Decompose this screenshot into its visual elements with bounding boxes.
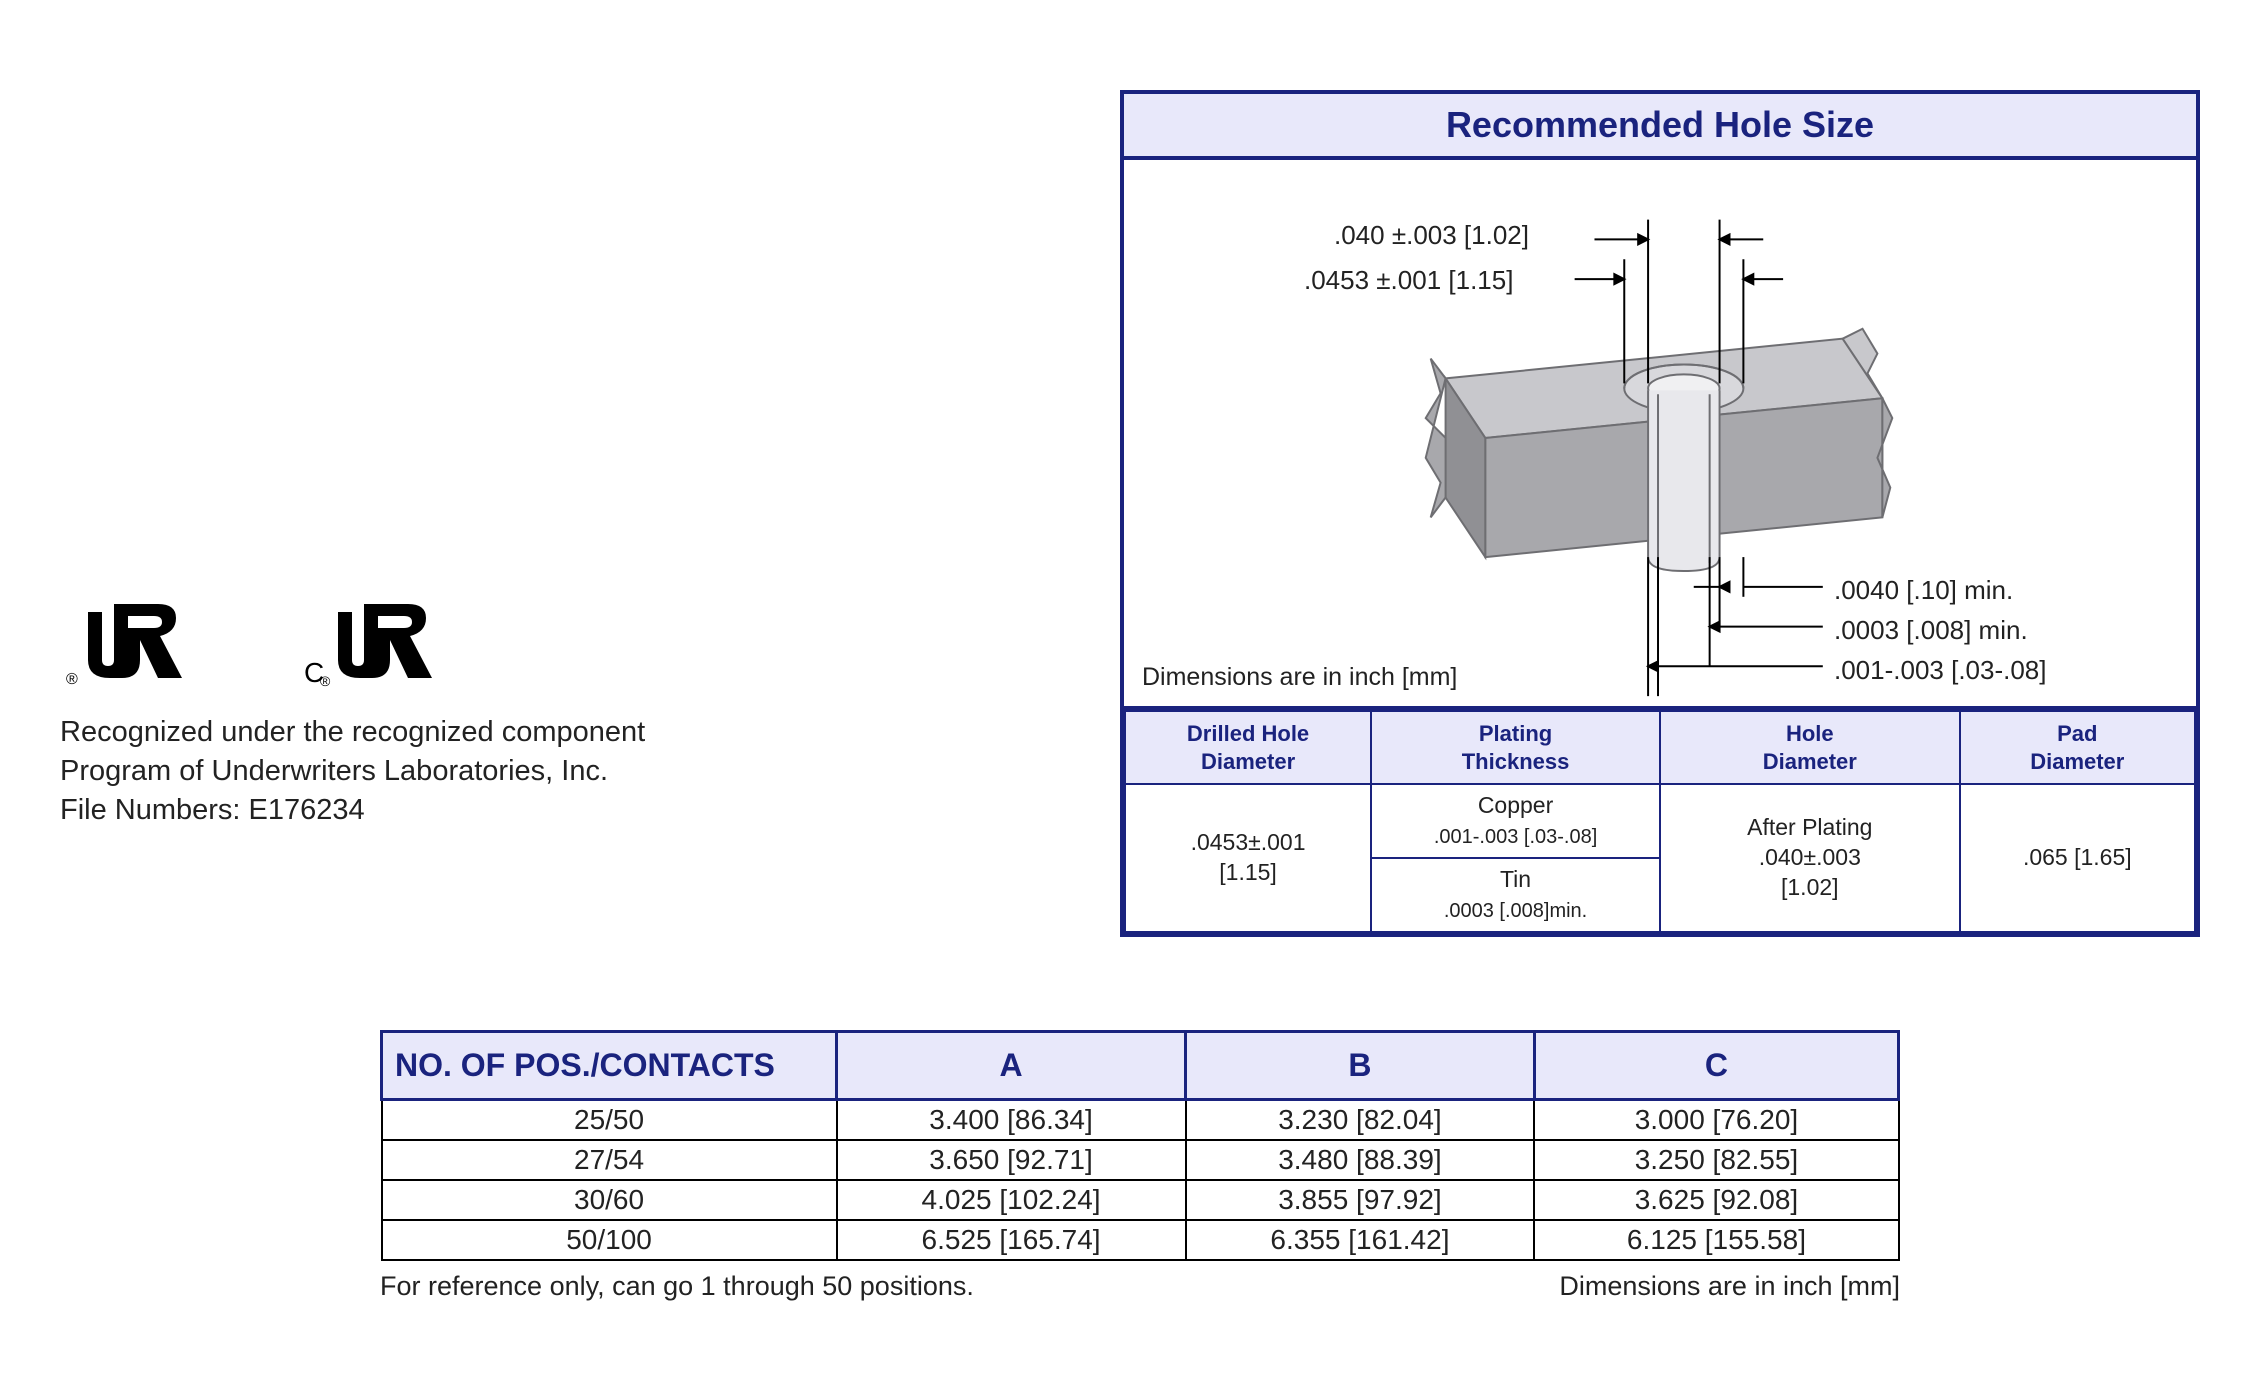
ul-line-1: Recognized under the recognized componen… <box>60 713 840 752</box>
callout-pad-thickness: .0040 [.10] min. <box>1834 575 2013 606</box>
callout-hole-after-plating: .040 ±.003 [1.02] <box>1334 220 1529 251</box>
registered-mark-sub: ® <box>320 673 330 689</box>
dimensions-footer: For reference only, can go 1 through 50 … <box>380 1261 1900 1302</box>
th-pad: Pad Diameter <box>1960 711 2195 784</box>
hole-size-panel: Recommended Hole Size <box>1120 90 2200 937</box>
ul-logo-canada: C ® <box>330 600 440 685</box>
cell-drilled: .0453±.001 [1.15] <box>1125 784 1371 932</box>
callout-copper-thickness: .001-.003 [.03-.08] <box>1834 655 2046 686</box>
dimensions-table-wrap: NO. OF POS./CONTACTS A B C 25/50 3.400 [… <box>380 1030 1900 1302</box>
cell-pad: .065 [1.65] <box>1960 784 2195 932</box>
hole-size-title: Recommended Hole Size <box>1124 94 2196 160</box>
hole-diagram: .040 ±.003 [1.02] .0453 ±.001 [1.15] .00… <box>1124 160 2196 710</box>
dimensions-table: NO. OF POS./CONTACTS A B C 25/50 3.400 [… <box>380 1030 1900 1261</box>
th-c: C <box>1534 1032 1898 1100</box>
ul-line-2: Program of Underwriters Laboratories, In… <box>60 752 840 791</box>
ru-mark-icon <box>330 600 440 680</box>
ul-text-block: Recognized under the recognized componen… <box>60 713 840 830</box>
callout-drilled-hole: .0453 ±.001 [1.15] <box>1304 265 1513 296</box>
th-drilled: Drilled Hole Diameter <box>1125 711 1371 784</box>
th-positions: NO. OF POS./CONTACTS <box>382 1032 837 1100</box>
dimensions-note: Dimensions are in inch [mm] <box>1142 663 1457 692</box>
ul-logos-row: ® C ® <box>60 600 840 685</box>
ru-mark-icon <box>80 600 190 680</box>
ul-recognition-block: ® C ® Recognized under the recognized co… <box>60 600 840 830</box>
th-a: A <box>837 1032 1186 1100</box>
table-row: 50/100 6.525 [165.74] 6.355 [161.42] 6.1… <box>382 1220 1899 1260</box>
cell-copper: Copper .001-.003 [.03-.08] <box>1371 784 1660 858</box>
th-plating: Plating Thickness <box>1371 711 1660 784</box>
footer-note-left: For reference only, can go 1 through 50 … <box>380 1271 974 1302</box>
pcb-cross-section-icon <box>1124 160 2196 706</box>
registered-mark: ® <box>66 671 78 689</box>
cell-tin: Tin .0003 [.008]min. <box>1371 858 1660 932</box>
ul-line-3: File Numbers: E176234 <box>60 791 840 830</box>
hole-spec-table: Drilled Hole Diameter Plating Thickness … <box>1124 710 2196 933</box>
callout-tin-thickness: .0003 [.008] min. <box>1834 615 2028 646</box>
ul-logo-us: ® <box>80 600 190 685</box>
footer-note-right: Dimensions are in inch [mm] <box>1559 1271 1900 1302</box>
th-hole: Hole Diameter <box>1660 711 1960 784</box>
table-row: 30/60 4.025 [102.24] 3.855 [97.92] 3.625… <box>382 1180 1899 1220</box>
table-row: 25/50 3.400 [86.34] 3.230 [82.04] 3.000 … <box>382 1100 1899 1141</box>
table-row: 27/54 3.650 [92.71] 3.480 [88.39] 3.250 … <box>382 1140 1899 1180</box>
cell-hole: After Plating .040±.003 [1.02] <box>1660 784 1960 932</box>
th-b: B <box>1186 1032 1535 1100</box>
